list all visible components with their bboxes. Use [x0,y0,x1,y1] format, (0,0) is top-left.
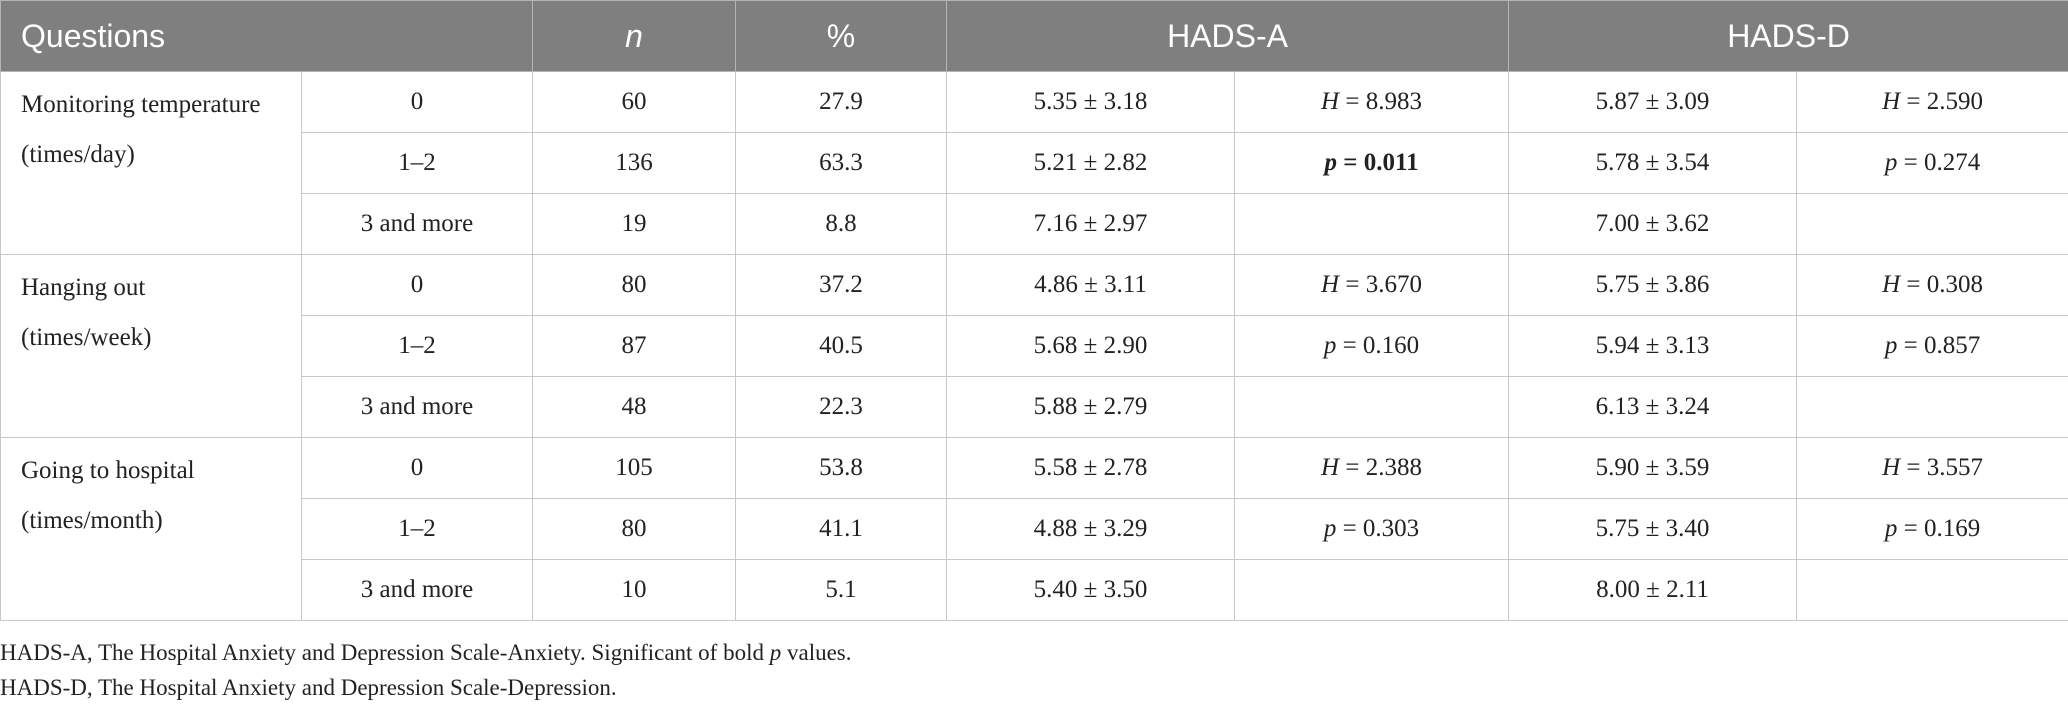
hads-a-stat-cell: p = 0.303 [1234,498,1510,560]
hads-d-cell: 5.75 ± 3.86 [1508,254,1798,316]
category-cell: 1–2 [300,132,534,194]
hads-d-stat-cell [1796,193,2068,255]
category-cell: 1–2 [300,315,534,377]
hads-d-cell: 5.87 ± 3.09 [1508,71,1798,133]
percent-cell: 41.1 [735,498,948,560]
hads-a-stat-cell: p = 0.160 [1234,315,1510,377]
footnote: HADS-A, The Hospital Anxiety and Depress… [0,640,852,665]
category-cell: 3 and more [300,559,534,621]
table-row: 1–2 87 40.5 5.68 ± 2.90 p = 0.160 5.94 ± 3.13… [1,315,2068,377]
hads-d-stat-cell: p = 0.857 [1796,315,2068,377]
hads-a-cell: 4.86 ± 3.11 [946,254,1236,316]
hads-d-cell: 5.90 ± 3.59 [1508,437,1798,499]
hads-d-cell: 8.00 ± 2.11 [1508,559,1798,621]
n-cell: 60 [532,71,737,133]
hads-d-cell: 7.00 ± 3.62 [1508,193,1798,255]
data-table: Questions n % HADS-A HADS-D Monitoring t… [0,0,2068,621]
table-row: Going to hospital (times/month) 0 105 53.8 5… [0,437,2068,621]
header-cell: Questions [0,0,534,72]
hads-a-cell: 5.88 ± 2.79 [946,376,1236,438]
category-cell: 0 [300,71,534,133]
hads-a-stat-cell [1234,376,1510,438]
table-row: 3 and more 10 5.1 5.40 ± 3.50 8.00 ± 2.11 [1,559,2068,621]
percent-cell: 5.1 [735,559,948,621]
group-label: Hanging out (times/week) [0,254,302,438]
hads-d-cell: 5.78 ± 3.54 [1508,132,1798,194]
hads-d-stat-cell [1796,376,2068,438]
hads-d-cell: 5.94 ± 3.13 [1508,315,1798,377]
hads-d-stat-cell: p = 0.274 [1796,132,2068,194]
hads-a-cell: 4.88 ± 3.29 [946,498,1236,560]
hads-d-stat-cell: p = 0.169 [1796,498,2068,560]
hads-a-cell: 5.68 ± 2.90 [946,315,1236,377]
hads-d-stat-cell: H = 0.308 [1796,254,2068,316]
hads-a-cell: 5.40 ± 3.50 [946,559,1236,621]
hads-a-stat-cell: H = 2.388 [1234,437,1510,499]
percent-cell: 22.3 [735,376,948,438]
percent-cell: 27.9 [735,71,948,133]
table-row: 1–2 136 63.3 5.21 ± 2.82 p = 0.011 5.78 ± 3.5… [1,132,2068,194]
hads-a-stat-cell: p = 0.011 [1234,132,1510,194]
percent-cell: 40.5 [735,315,948,377]
category-cell: 0 [300,254,534,316]
table-row: 3 and more 48 22.3 5.88 ± 2.79 6.13 ± 3.24 [1,376,2068,438]
category-cell: 0 [300,437,534,499]
hads-a-stat-cell [1234,559,1510,621]
hads-d-cell: 5.75 ± 3.40 [1508,498,1798,560]
n-cell: 87 [532,315,737,377]
table-row: 1–2 80 41.1 4.88 ± 3.29 p = 0.303 5.75 ± 3.40… [1,498,2068,560]
hads-a-stat-cell [1234,193,1510,255]
header-cell: HADS-A [946,0,1510,72]
footnote: HADS-D, The Hospital Anxiety and Depress… [0,675,617,700]
table-row: Monitoring temperature (times/day) 0 60 27.… [0,71,2068,255]
percent-cell: 63.3 [735,132,948,194]
footnotes: HADS-A, The Hospital Anxiety and Depress… [0,621,2068,705]
hads-d-stat-cell [1796,559,2068,621]
category-cell: 3 and more [300,193,534,255]
hads-d-stat-cell: H = 2.590 [1796,71,2068,133]
n-cell: 80 [532,254,737,316]
n-cell: 10 [532,559,737,621]
percent-cell: 53.8 [735,437,948,499]
header-row: Questions n % HADS-A HADS-D [0,0,2068,72]
hads-a-cell: 5.35 ± 3.18 [946,71,1236,133]
hads-a-cell: 7.16 ± 2.97 [946,193,1236,255]
header-cell: % [735,0,948,72]
category-cell: 1–2 [300,498,534,560]
hads-a-cell: 5.58 ± 2.78 [946,437,1236,499]
n-cell: 136 [532,132,737,194]
category-cell: 3 and more [300,376,534,438]
n-cell: 105 [532,437,737,499]
header-cell: n [532,0,737,72]
table-row: 3 and more 19 8.8 7.16 ± 2.97 7.00 ± 3.62 [1,193,2068,255]
hads-d-cell: 6.13 ± 3.24 [1508,376,1798,438]
table-body: Monitoring temperature (times/day) 0 60 27.… [0,71,2068,621]
n-cell: 48 [532,376,737,438]
group-label: Going to hospital (times/month) [0,437,302,621]
hads-a-stat-cell: H = 8.983 [1234,71,1510,133]
hads-a-stat-cell: H = 3.670 [1234,254,1510,316]
hads-d-stat-cell: H = 3.557 [1796,437,2068,499]
header-cell: HADS-D [1508,0,2068,72]
hads-a-cell: 5.21 ± 2.82 [946,132,1236,194]
n-cell: 19 [532,193,737,255]
percent-cell: 8.8 [735,193,948,255]
table-row: Hanging out (times/week) 0 80 37.2 4.86 ± 3.… [0,254,2068,438]
percent-cell: 37.2 [735,254,948,316]
group-label: Monitoring temperature (times/day) [0,71,302,255]
n-cell: 80 [532,498,737,560]
